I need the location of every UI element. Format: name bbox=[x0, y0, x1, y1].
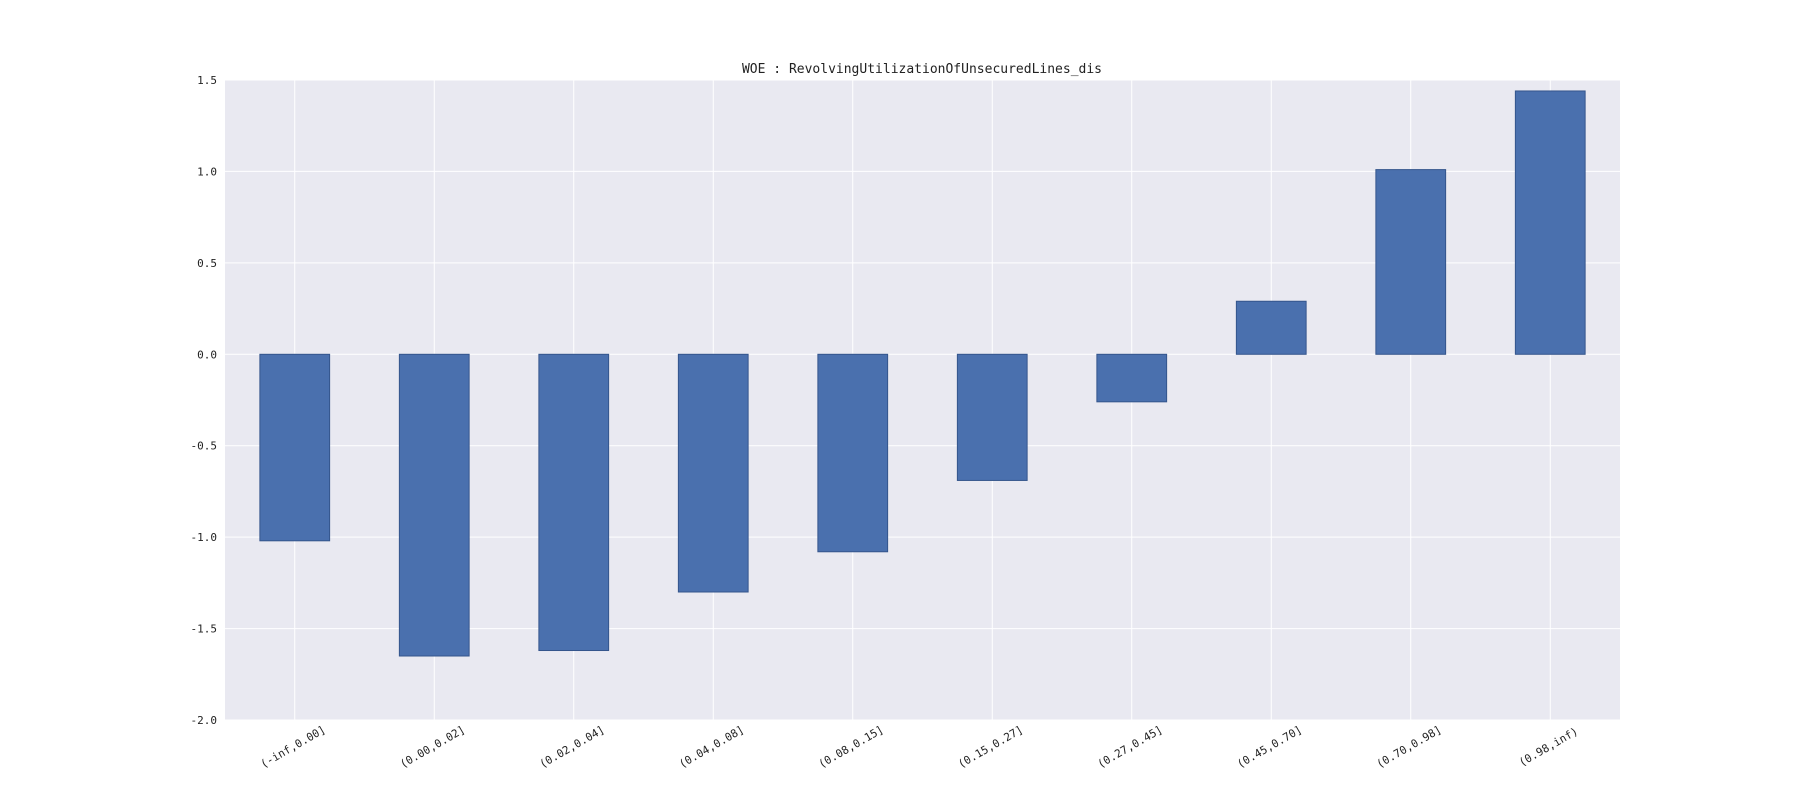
y-tick-label: -2.0 bbox=[191, 714, 218, 727]
bar bbox=[1235, 300, 1307, 355]
x-tick-label: (0.98,inf) bbox=[1517, 725, 1581, 769]
y-tick-label: -0.5 bbox=[191, 440, 218, 453]
y-tick-label: -1.5 bbox=[191, 623, 218, 636]
bars bbox=[259, 90, 1586, 657]
y-tick-labels: -2.0 -1.5 -1.0 -0.5 0.0 0.5 1.0 1.5 bbox=[191, 74, 218, 727]
bar bbox=[817, 353, 889, 553]
bar bbox=[398, 353, 470, 657]
x-tick-label: (-inf,0.00] bbox=[258, 723, 328, 771]
bar bbox=[259, 353, 331, 542]
bar bbox=[1514, 90, 1586, 355]
bar bbox=[677, 353, 749, 593]
y-tick-label: 1.0 bbox=[197, 165, 217, 178]
x-tick-label: (0.27,0.45] bbox=[1095, 723, 1165, 771]
y-tick-label: 1.5 bbox=[197, 74, 217, 87]
x-tick-label: (0.00,0.02] bbox=[398, 723, 468, 771]
x-tick-label: (0.04,0.08] bbox=[677, 723, 747, 771]
x-tick-labels: (-inf,0.00] (0.00,0.02] (0.02,0.04] (0.04,0… bbox=[258, 723, 1580, 771]
bar bbox=[538, 353, 610, 652]
x-tick-label: (0.45,0.70] bbox=[1235, 723, 1305, 771]
x-tick-label: (0.15,0.27] bbox=[956, 723, 1026, 771]
x-tick-label: (0.02,0.04] bbox=[537, 723, 607, 771]
y-tick-label: -1.0 bbox=[191, 531, 218, 544]
bar bbox=[1375, 169, 1447, 355]
y-tick-label: 0.0 bbox=[197, 348, 217, 361]
bar bbox=[956, 353, 1028, 481]
y-tick-label: 0.5 bbox=[197, 257, 217, 270]
x-tick-label: (0.70,0.98] bbox=[1374, 723, 1444, 771]
chart-title: WOE : RevolvingUtilizationOfUnsecuredLin… bbox=[742, 62, 1102, 77]
x-tick-label: (0.08,0.15] bbox=[816, 723, 886, 771]
bar bbox=[1096, 353, 1168, 403]
